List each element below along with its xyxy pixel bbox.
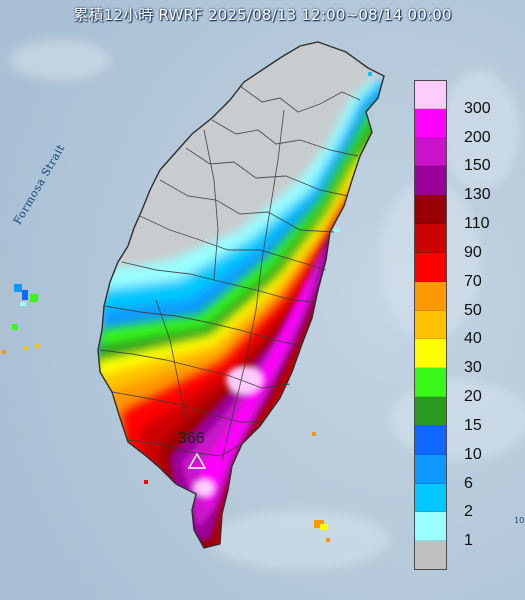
legend-label: 2	[464, 503, 473, 521]
legend-label: 20	[464, 388, 482, 406]
page-title: 累積12小時 RWRF 2025/08/13 12:00~08/14 00:00	[73, 6, 452, 24]
legend-swatch	[414, 310, 447, 340]
peak-value: 366	[178, 430, 205, 447]
legend-swatch	[414, 195, 447, 225]
legend-swatch	[414, 137, 447, 167]
legend-swatch	[414, 368, 447, 398]
legend-label: 110	[464, 215, 490, 233]
legend-label: 90	[464, 243, 482, 261]
legend-swatch	[414, 252, 447, 282]
taiwan-coastline	[97, 41, 385, 549]
legend-label: 40	[464, 330, 482, 348]
color-legend: 300 200 150 130 110 90 70 50 40 30 20 15 10 6 2 1	[414, 80, 514, 570]
legend-label: 6	[464, 474, 473, 492]
legend-label: 70	[464, 272, 482, 290]
legend-label: 15	[464, 416, 482, 434]
county-boundaries	[99, 85, 361, 461]
legend-label: 150	[464, 157, 491, 175]
legend-swatch	[414, 339, 447, 369]
legend-swatch	[414, 397, 447, 426]
land-dry-northwest	[130, 48, 330, 262]
legend-swatch	[414, 224, 447, 253]
legend-label: 10	[464, 445, 482, 463]
legend-label: 300	[464, 99, 491, 117]
legend-swatch	[414, 166, 447, 196]
offshore-echoes	[2, 72, 372, 542]
legend-swatch	[414, 483, 447, 513]
legend-swatch	[414, 512, 447, 542]
legend-swatch	[414, 425, 447, 455]
legend-swatch	[414, 281, 447, 311]
legend-label: 1	[464, 532, 473, 550]
legend-swatch	[414, 454, 447, 484]
legend-swatch	[414, 108, 447, 138]
peak-marker-icon	[187, 452, 207, 469]
legend-label: 30	[464, 359, 482, 377]
legend-label: 50	[464, 301, 482, 319]
legend-swatch	[414, 541, 447, 570]
legend-swatch	[414, 80, 447, 109]
legend-label: 200	[464, 128, 491, 146]
edge-mark: 10	[514, 516, 525, 525]
legend-label: 130	[464, 186, 491, 204]
